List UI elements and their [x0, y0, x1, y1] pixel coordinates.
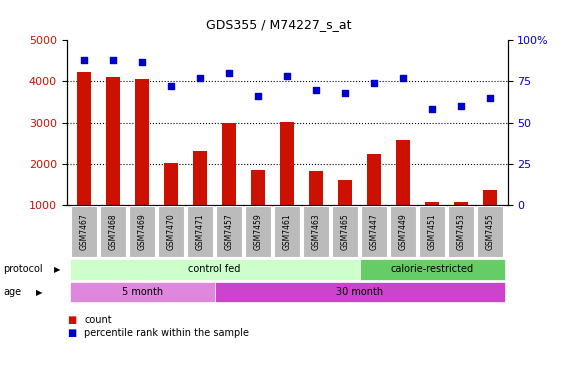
Text: age: age [3, 287, 21, 297]
Bar [483, 190, 498, 205]
Text: calorie-restricted: calorie-restricted [390, 264, 474, 274]
Point [253, 93, 263, 99]
Text: GSM7453: GSM7453 [456, 213, 466, 250]
Text: GDS355 / M74227_s_at: GDS355 / M74227_s_at [206, 18, 351, 31]
Bar [100, 206, 126, 257]
Bar [215, 282, 505, 302]
Text: GSM7471: GSM7471 [195, 213, 205, 250]
Text: GSM7459: GSM7459 [253, 213, 263, 250]
Bar [77, 72, 92, 205]
Bar [106, 77, 121, 205]
Text: 30 month: 30 month [336, 287, 383, 297]
Bar [129, 206, 155, 257]
Point [108, 57, 118, 63]
Bar [361, 206, 387, 257]
Bar [222, 123, 237, 205]
Text: GSM7457: GSM7457 [224, 213, 234, 250]
Point [398, 75, 408, 81]
Text: GSM7467: GSM7467 [79, 213, 89, 250]
Bar [390, 206, 416, 257]
Text: ▶: ▶ [54, 265, 60, 274]
Text: count: count [84, 315, 112, 325]
Point [224, 70, 234, 76]
Text: percentile rank within the sample: percentile rank within the sample [84, 328, 249, 339]
Text: GSM7447: GSM7447 [369, 213, 379, 250]
Bar [193, 151, 208, 205]
Bar [164, 163, 179, 205]
Bar [425, 202, 440, 205]
Text: ■: ■ [67, 328, 76, 339]
Bar [216, 206, 242, 257]
Text: GSM7461: GSM7461 [282, 213, 292, 250]
Point [311, 87, 321, 93]
Text: GSM7449: GSM7449 [398, 213, 408, 250]
Bar [135, 79, 150, 205]
Point [340, 90, 350, 96]
Bar [477, 206, 503, 257]
Point [485, 95, 495, 101]
Bar [251, 169, 266, 205]
Bar [187, 206, 213, 257]
Bar [303, 206, 329, 257]
Text: control fed: control fed [188, 264, 241, 274]
Bar [245, 206, 271, 257]
Bar [332, 206, 358, 257]
Point [79, 57, 89, 63]
Bar [158, 206, 184, 257]
Text: GSM7451: GSM7451 [427, 213, 437, 250]
Bar [309, 171, 324, 205]
Text: ■: ■ [67, 315, 76, 325]
Bar [454, 202, 469, 205]
Text: GSM7463: GSM7463 [311, 213, 321, 250]
Bar [280, 122, 295, 205]
Bar [360, 259, 505, 280]
Point [427, 107, 437, 112]
Point [369, 80, 379, 86]
Bar [448, 206, 474, 257]
Bar [70, 282, 215, 302]
Point [282, 74, 292, 79]
Text: GSM7470: GSM7470 [166, 213, 176, 250]
Point [137, 59, 147, 64]
Bar [70, 259, 360, 280]
Bar [367, 154, 382, 205]
Text: GSM7465: GSM7465 [340, 213, 350, 250]
Bar [71, 206, 97, 257]
Point [166, 83, 176, 89]
Text: GSM7455: GSM7455 [485, 213, 495, 250]
Text: ▶: ▶ [36, 288, 42, 296]
Point [456, 103, 466, 109]
Text: protocol: protocol [3, 264, 42, 274]
Bar [396, 140, 411, 205]
Point [195, 75, 205, 81]
Text: 5 month: 5 month [122, 287, 162, 297]
Text: GSM7469: GSM7469 [137, 213, 147, 250]
Bar [338, 180, 353, 205]
Bar [274, 206, 300, 257]
Bar [419, 206, 445, 257]
Text: GSM7468: GSM7468 [108, 213, 118, 250]
